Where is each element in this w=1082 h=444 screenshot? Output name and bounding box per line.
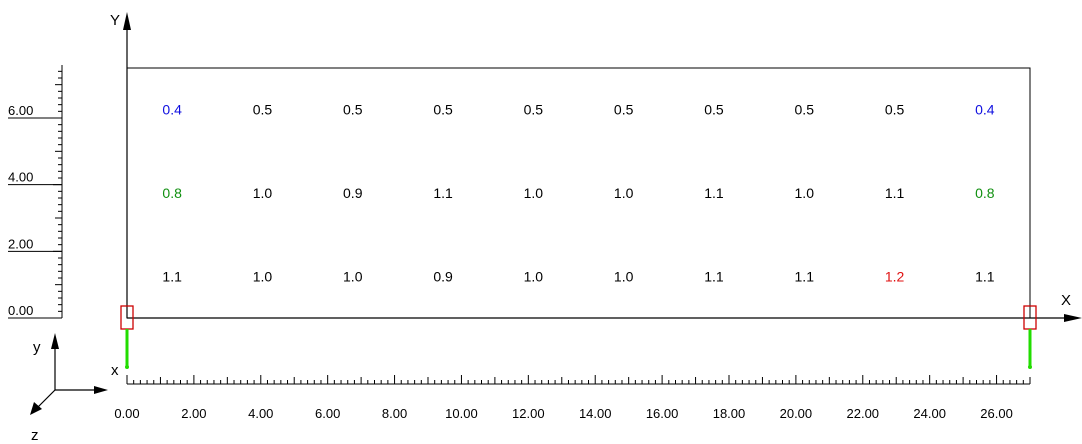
y-ruler: 0.00 2.00 4.00 6.00	[8, 65, 63, 319]
x-ruler-label: 2.00	[181, 406, 206, 421]
grid-value: 0.9	[343, 185, 363, 201]
grid-value: 1.1	[704, 268, 724, 284]
grid-value: 0.5	[253, 102, 273, 118]
grid-value: 0.4	[162, 102, 182, 118]
grid-value: 1.0	[614, 268, 634, 284]
grid-value: 0.4	[975, 102, 995, 118]
x-ruler-label: 4.00	[248, 406, 273, 421]
grid-value: 0.8	[162, 185, 182, 201]
grid-value: 0.5	[885, 102, 905, 118]
x-ruler-label: 20.00	[780, 406, 813, 421]
grid-value: 1.1	[704, 185, 724, 201]
support-arrow-tip	[125, 365, 129, 369]
grid-value: 0.9	[433, 268, 453, 284]
x-ruler: 0.00 2.00 4.00 6.00 8.00 10.00 12.00 14.00 16.00…	[114, 375, 1031, 421]
x-ruler-label: 18.00	[713, 406, 746, 421]
grid-value: 1.0	[524, 185, 544, 201]
grid-value: 1.0	[253, 268, 273, 284]
y-ruler-label: 6.00	[8, 103, 33, 118]
grid-value: 0.5	[614, 102, 634, 118]
local-axes-triad: y x z	[30, 333, 119, 444]
grid-value: 0.8	[975, 185, 995, 201]
grid-value: 0.5	[524, 102, 544, 118]
grid-value: 0.5	[704, 102, 724, 118]
grid-value: 1.1	[885, 185, 905, 201]
y-ruler-label: 2.00	[8, 236, 33, 251]
grid-value: 1.0	[614, 185, 634, 201]
x-ruler-label: 26.00	[980, 406, 1013, 421]
y-ruler-label: 0.00	[8, 303, 33, 318]
x-ruler-label: 24.00	[913, 406, 946, 421]
wall-outline	[126, 67, 1031, 319]
grid-value: 1.1	[795, 268, 815, 284]
grid-value: 0.5	[433, 102, 453, 118]
grid-value: 1.0	[795, 185, 815, 201]
x-ruler-label: 14.00	[579, 406, 612, 421]
x-ruler-label: 0.00	[114, 406, 139, 421]
grid-value: 0.5	[795, 102, 815, 118]
local-z-label: z	[31, 427, 39, 444]
value-grid: 0.4 0.5 0.5 0.5 0.5 0.5 0.5 0.5 0.5 0.4 0.8 1.0 0.9 1…	[162, 102, 994, 285]
x-ruler-label: 6.00	[315, 406, 340, 421]
local-y-label: y	[33, 339, 41, 356]
grid-value: 1.0	[343, 268, 363, 284]
y-ruler-label: 4.00	[8, 170, 33, 185]
grid-value: 1.0	[524, 268, 544, 284]
x-ruler-label: 8.00	[382, 406, 407, 421]
grid-value: 0.5	[343, 102, 363, 118]
global-x-label: X	[1061, 292, 1071, 309]
grid-value: 1.1	[162, 268, 182, 284]
grid-value: 1.1	[975, 268, 995, 284]
grid-value: 1.0	[253, 185, 273, 201]
global-y-axis: Y	[110, 12, 131, 318]
supports	[120, 305, 1037, 369]
grid-value: 1.2	[885, 268, 905, 284]
grid-value: 1.1	[433, 185, 453, 201]
support-arrow-tip	[1028, 365, 1032, 369]
x-ruler-label: 10.00	[445, 406, 478, 421]
x-ruler-label: 12.00	[512, 406, 545, 421]
global-y-label: Y	[110, 12, 120, 29]
x-ruler-label: 22.00	[847, 406, 880, 421]
local-x-label: x	[111, 362, 119, 379]
x-ruler-label: 16.00	[646, 406, 679, 421]
